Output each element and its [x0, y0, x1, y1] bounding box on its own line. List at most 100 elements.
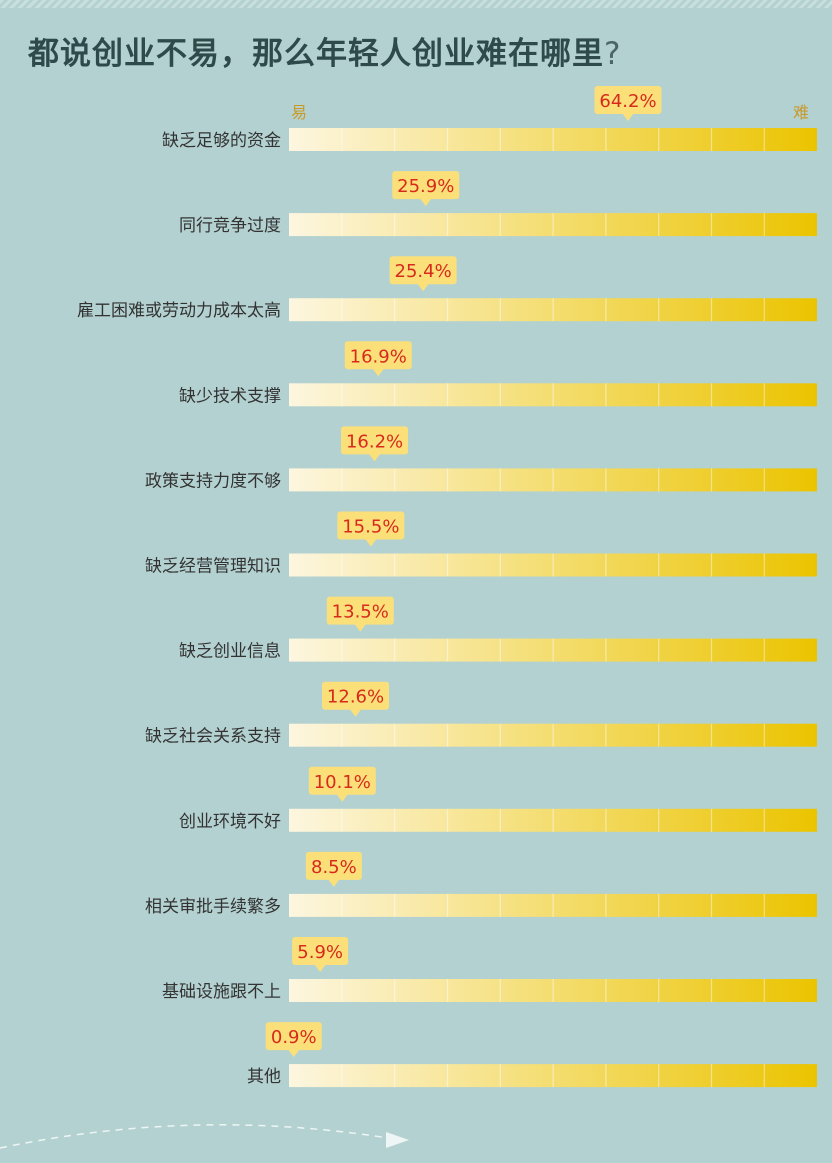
bar-segment-divider — [499, 808, 501, 832]
bar-segment-divider — [658, 979, 660, 1002]
bar-segment-divider — [552, 1064, 554, 1088]
bar-segment-divider — [552, 979, 554, 1002]
bar-segment-divider — [605, 468, 607, 492]
bar-segment-divider — [341, 979, 343, 1002]
value-bubble: 12.6% — [322, 681, 390, 717]
value-bubble-box — [341, 426, 409, 455]
bar-segment-divider — [605, 979, 607, 1002]
bar-row: 缺乏社会关系支持 12.6% — [145, 681, 817, 747]
bar-segment-divider — [499, 638, 501, 662]
bar-segment-divider — [710, 383, 713, 407]
value-label: 15.5% — [342, 517, 399, 538]
bar-segment-divider — [658, 893, 660, 917]
bar-segment-divider — [341, 128, 343, 151]
bar-segment-divider — [658, 1064, 660, 1088]
bar-segment-divider — [341, 723, 343, 747]
bar-segment-divider — [658, 723, 660, 747]
bar-segment-divider — [552, 298, 554, 322]
bar-segment-divider — [552, 128, 554, 151]
bar-segment-divider — [658, 638, 660, 662]
value-bubble-box — [308, 766, 376, 795]
bar-segment-divider — [499, 553, 501, 577]
bar-segment-divider — [341, 468, 343, 492]
bar-segment-divider — [710, 298, 713, 322]
value-bubble: 10.1% — [308, 766, 376, 802]
value-label: 64.2% — [599, 91, 656, 112]
bar-segment-divider — [552, 638, 554, 662]
bar-segment-divider — [605, 893, 607, 917]
bar-segment-divider — [552, 383, 554, 407]
value-bubble: 8.5% — [305, 851, 362, 887]
bar-segment-divider — [763, 383, 765, 407]
bar-segment-divider — [446, 553, 449, 577]
bar-segment-divider — [763, 808, 765, 832]
bar-row: 缺乏经营管理知识 15.5% — [145, 511, 817, 577]
bar-segment-divider — [763, 893, 765, 917]
bar-segment-divider — [446, 638, 449, 662]
scale-hard-label: 难 — [793, 103, 810, 122]
bar-row: 雇工困难或劳动力成本太高 25.4% — [77, 256, 817, 322]
value-label: 12.6% — [327, 687, 384, 708]
bar-segment-divider — [394, 723, 396, 747]
bar-segment-divider — [552, 808, 554, 832]
bar-row: 缺乏足够的资金 64.2% — [162, 86, 817, 151]
bar-segment-divider — [763, 298, 765, 322]
bar-segment-divider — [763, 1064, 765, 1088]
value-bubble-pointer — [368, 453, 381, 462]
category-label: 创业环境不好 — [179, 812, 281, 832]
value-bubble-box — [326, 596, 394, 625]
value-label: 16.2% — [346, 431, 403, 452]
bar-segment-divider — [446, 979, 449, 1002]
bar-segment-divider — [605, 383, 607, 407]
value-bubble-pointer — [417, 283, 430, 292]
bar-segment-divider — [341, 638, 343, 662]
bar-segment-divider — [341, 553, 343, 577]
bar-segment-divider — [710, 128, 713, 151]
bar-segment-divider — [710, 638, 713, 662]
bar-row: 创业环境不好 10.1% — [179, 766, 817, 832]
bar-segment-divider — [394, 893, 396, 917]
bar-segment-divider — [499, 1064, 501, 1088]
value-label: 0.9% — [271, 1027, 317, 1048]
bar-segment-divider — [605, 128, 607, 151]
bar-segment-divider — [552, 893, 554, 917]
top-stripe-decoration — [0, 0, 832, 8]
bar-segment-divider — [658, 213, 660, 237]
bar-segment-divider — [763, 723, 765, 747]
scale-easy-label: 易 — [291, 103, 308, 122]
bar-segment-divider — [499, 213, 501, 237]
value-bubble-pointer — [372, 368, 385, 377]
arrow-head-icon — [386, 1132, 409, 1148]
difficulty-scale-bar — [289, 1064, 817, 1088]
bar-row: 其他 0.9% — [247, 1022, 817, 1088]
difficulty-scale-bar — [289, 298, 817, 322]
bar-segment-divider — [394, 468, 396, 492]
value-bubble-box — [322, 681, 390, 710]
bar-segment-divider — [710, 1064, 713, 1088]
difficulty-scale-bar — [289, 808, 817, 832]
bar-segment-divider — [394, 553, 396, 577]
bar-segment-divider — [763, 553, 765, 577]
value-bubble-box — [337, 511, 405, 540]
bar-segment-divider — [552, 553, 554, 577]
bar-segment-divider — [446, 128, 449, 151]
difficulty-scale-bar — [289, 893, 817, 917]
bar-segment-divider — [658, 808, 660, 832]
bar-segment-divider — [499, 723, 501, 747]
bar-segment-divider — [499, 383, 501, 407]
bar-segment-divider — [446, 893, 449, 917]
bar-row: 基础设施跟不上 5.9% — [162, 937, 817, 1002]
difficulty-scale-bar — [289, 979, 817, 1002]
value-bubble: 16.9% — [344, 341, 412, 377]
bar-segment-divider — [763, 638, 765, 662]
footer-arrow-decoration — [0, 1124, 409, 1149]
value-bubble-box — [305, 851, 362, 880]
bar-segment-divider — [394, 383, 396, 407]
bar-segment-divider — [394, 808, 396, 832]
bar-segment-divider — [710, 723, 713, 747]
bar-segment-divider — [710, 893, 713, 917]
bar-segment-divider — [341, 383, 343, 407]
bar-segment-divider — [605, 638, 607, 662]
value-label: 16.9% — [350, 346, 407, 367]
bar-segment-divider — [341, 1064, 343, 1088]
